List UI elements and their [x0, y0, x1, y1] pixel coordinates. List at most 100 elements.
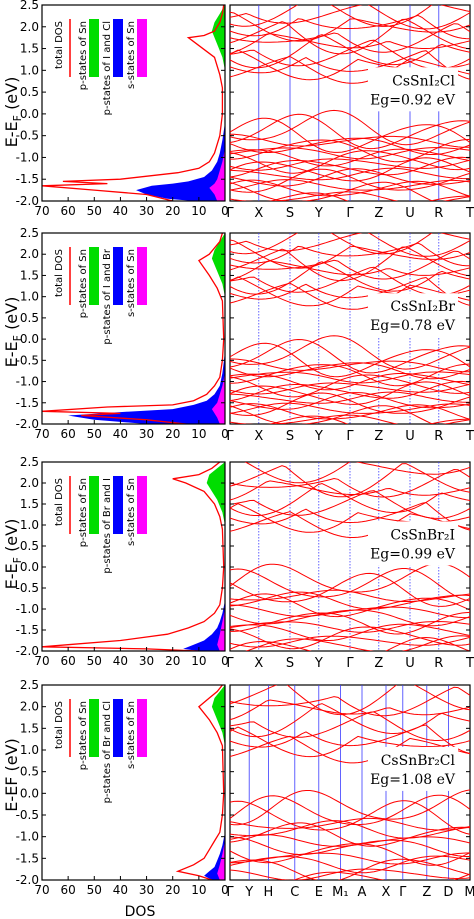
dos-xtick-label: 30: [139, 883, 154, 897]
band-line: [230, 276, 470, 306]
band-line: [230, 392, 470, 416]
bandgap-label: Eg=1.08 eV: [370, 772, 456, 788]
kpoint-label: Y: [244, 885, 253, 900]
band-line: [230, 137, 470, 155]
annotation-bg: [368, 67, 458, 112]
kpoint-label: S: [286, 429, 294, 444]
row-1: E-EF (eV) -2.0 -1.5 -1.0 -0.5 0.0 0.5 1.0 1.5 2.…: [2, 0, 474, 221]
kpoint-label: Y: [314, 656, 323, 671]
band-line: [230, 335, 470, 370]
kpoint-label: U: [405, 429, 415, 444]
band-line: [230, 382, 470, 395]
band-line: [230, 572, 470, 607]
band-line: [230, 414, 470, 424]
dos-xtick-label: 10: [191, 654, 206, 668]
dos-fill-p-states-of-sn: [211, 233, 225, 297]
bandgap-label: Eg=0.92 eV: [370, 92, 456, 108]
dos-ytick-label: 1.5: [20, 497, 39, 511]
band-line: [230, 14, 470, 40]
kpoint-label: T: [465, 429, 474, 444]
dos-panel-4: -2.0 -1.5 -1.0 -0.5 0.0 0.5 1.0 1.5 2.0 2.5 70 60 50…: [16, 678, 229, 897]
band-line: [230, 362, 470, 380]
dos-fill-p-states-of-i-and-cl: [136, 122, 225, 201]
dos-fills: [42, 462, 225, 651]
legend-swatch-3: [137, 247, 147, 305]
legend-label-1: p-states of Sn: [78, 249, 89, 318]
dos-ylabel-3: E-EF (eV): [2, 519, 24, 590]
compound-label: CsSnI₂Cl: [392, 73, 455, 89]
dos-ytick-label: 2.5: [20, 0, 39, 12]
kpoint-label: S: [286, 206, 294, 221]
dos-fill-p-states-of-sn: [211, 685, 225, 746]
dos-xtick-label: 20: [165, 427, 180, 441]
dos-ytick-label: 1.0: [20, 743, 39, 757]
kpoint-label: Γ: [399, 885, 407, 900]
dos-ytick-label: -0.5: [16, 129, 39, 143]
band-panel-1: Γ X S Y Γ Z U R T CsSnI₂Cl Eg=0.92 eV: [226, 4, 474, 221]
dos-fills: [42, 233, 225, 424]
band-line: [230, 5, 470, 27]
band-lines: [230, 462, 470, 651]
kpoint-label: M₁: [332, 885, 348, 900]
dos-ytick-label: -2.0: [16, 417, 39, 431]
row-4: E-EF (eV) -2.0 -1.5 -1.0 -0.5 0.0 0.5 1.0 1.5 2.…: [2, 678, 474, 919]
band-line: [230, 686, 470, 717]
dos-xtick-label: 0: [221, 204, 229, 218]
dos-fills: [175, 685, 225, 880]
band-line: [230, 868, 470, 880]
dos-ytick-label: 0.0: [20, 786, 39, 800]
dos-ytick-label: 2.0: [20, 476, 39, 490]
band-line: [230, 233, 470, 255]
dos-ytick-label: 0.0: [20, 332, 39, 346]
kpoint-label: U: [405, 656, 415, 671]
kpoint-label: X: [254, 206, 263, 221]
band-line: [230, 392, 470, 410]
legend-label-3: s-states of Sn: [126, 249, 137, 317]
band-line: [230, 34, 470, 69]
dos-xtick-label: 10: [191, 427, 206, 441]
dos-ytick-label: -1.0: [16, 150, 39, 164]
dos-xtick-label: 40: [113, 883, 128, 897]
legend-swatch-3: [137, 699, 147, 757]
legend-swatch-1: [89, 699, 99, 757]
band-line: [230, 373, 470, 391]
dos-ytick-label: 1.5: [20, 268, 39, 282]
band-line: [230, 852, 470, 865]
dos-ytick-label: 1.5: [20, 721, 39, 735]
dos-ytick-label: -0.5: [16, 808, 39, 822]
legend-swatch-1: [89, 19, 99, 77]
bandgap-label: Eg=0.99 eV: [370, 546, 456, 562]
compound-label: CsSnBr₂I: [390, 527, 455, 543]
band-line: [230, 703, 470, 738]
band-line: [230, 482, 470, 516]
dos-ytick-label: 2.0: [20, 247, 39, 261]
band-line: [230, 501, 470, 531]
band-line: [230, 800, 470, 835]
dos-fill-p-states-of-sn: [206, 462, 225, 525]
dos-ytick-label: -0.5: [16, 353, 39, 367]
band-line: [230, 242, 470, 267]
dos-xtick-label: 0: [221, 427, 229, 441]
dos-xtick-label: 10: [191, 883, 206, 897]
band-line: [230, 685, 470, 716]
dos-ytick-label: -2.0: [16, 873, 39, 887]
dos-xtick-label: 60: [61, 883, 76, 897]
dos-frame: [41, 684, 226, 881]
band-panel-3: Γ X S Y Γ Z U R T CsSnBr₂I Eg=0.99 eV: [226, 461, 474, 671]
band-lines: [230, 685, 470, 880]
legend-swatch-2: [113, 247, 123, 305]
legend-label-0: total DOS: [54, 701, 65, 749]
band-line: [230, 822, 470, 847]
band-line: [230, 117, 470, 153]
dos-panel-3: -2.0 -1.5 -1.0 -0.5 0.0 0.5 1.0 1.5 2.0 2.5 70 60 50…: [16, 455, 229, 668]
dos-ytick-label: -1.5: [16, 851, 39, 865]
dos-ytick-label: -2.0: [16, 194, 39, 208]
dos-xtick-label: 20: [165, 654, 180, 668]
kpoint-label: A: [358, 885, 367, 900]
dos-xtick-label: 70: [34, 427, 49, 441]
dos-xtick-label: 30: [139, 427, 154, 441]
dos-xtick-label: 60: [61, 204, 76, 218]
band-line: [230, 789, 470, 826]
band-line: [230, 113, 470, 150]
